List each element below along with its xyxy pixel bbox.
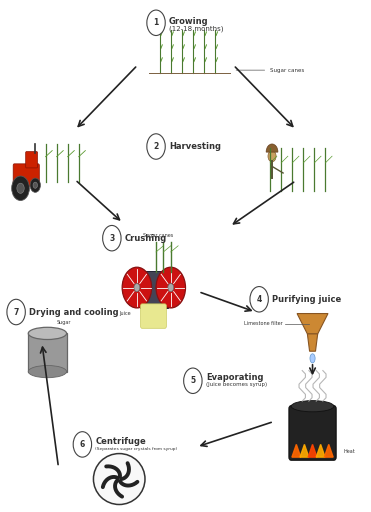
FancyBboxPatch shape [140, 271, 168, 308]
FancyArrowPatch shape [216, 45, 218, 49]
FancyBboxPatch shape [289, 406, 336, 460]
Circle shape [147, 134, 165, 159]
Circle shape [17, 183, 24, 194]
Text: Drying and cooling: Drying and cooling [29, 308, 119, 316]
Text: (12-18 months): (12-18 months) [169, 26, 223, 32]
Ellipse shape [93, 454, 145, 504]
Circle shape [250, 287, 268, 312]
Text: 6: 6 [80, 440, 85, 449]
FancyArrowPatch shape [194, 32, 196, 36]
Circle shape [147, 10, 165, 35]
FancyArrowPatch shape [205, 45, 207, 49]
Circle shape [168, 284, 174, 292]
Ellipse shape [28, 327, 66, 339]
FancyBboxPatch shape [26, 152, 37, 168]
FancyBboxPatch shape [13, 164, 39, 186]
Text: 4: 4 [256, 295, 262, 304]
FancyBboxPatch shape [28, 333, 66, 372]
Text: 5: 5 [190, 376, 196, 385]
Text: Purifying juice: Purifying juice [272, 295, 341, 304]
Circle shape [134, 284, 140, 292]
FancyArrowPatch shape [161, 45, 162, 49]
Text: 3: 3 [109, 233, 115, 243]
FancyArrowPatch shape [205, 58, 207, 62]
Text: Sugar canes: Sugar canes [236, 68, 305, 73]
Text: 1: 1 [154, 18, 159, 27]
Polygon shape [324, 444, 333, 457]
Polygon shape [316, 444, 325, 457]
Wedge shape [266, 144, 278, 152]
FancyArrowPatch shape [172, 45, 173, 49]
Text: Harvesting: Harvesting [169, 142, 221, 151]
Text: Growing: Growing [169, 17, 209, 26]
FancyArrowPatch shape [161, 58, 162, 62]
Ellipse shape [28, 366, 66, 378]
Text: Limestone filter: Limestone filter [244, 321, 283, 326]
FancyArrowPatch shape [194, 45, 196, 49]
Text: 7: 7 [13, 308, 19, 316]
Ellipse shape [310, 354, 315, 363]
FancyArrowPatch shape [172, 58, 173, 62]
Circle shape [12, 176, 29, 201]
Text: Centrifuge: Centrifuge [95, 437, 146, 446]
FancyArrowPatch shape [161, 32, 162, 36]
FancyArrowPatch shape [216, 58, 218, 62]
Circle shape [268, 151, 276, 162]
Polygon shape [308, 444, 317, 457]
Text: Heat: Heat [344, 449, 355, 454]
Text: Evaporating: Evaporating [206, 373, 263, 382]
Circle shape [122, 267, 152, 308]
Text: (Separates sugar crystals from syrup): (Separates sugar crystals from syrup) [95, 447, 177, 451]
Circle shape [73, 432, 92, 457]
Polygon shape [292, 444, 301, 457]
FancyArrowPatch shape [194, 58, 196, 62]
Ellipse shape [291, 400, 334, 412]
FancyArrowPatch shape [183, 32, 184, 36]
Text: Sugar: Sugar [57, 319, 71, 325]
Text: Juice: Juice [119, 311, 131, 315]
Text: (Juice becomes syrup): (Juice becomes syrup) [206, 382, 267, 388]
Circle shape [7, 300, 25, 325]
FancyArrowPatch shape [205, 32, 207, 36]
Circle shape [30, 178, 40, 193]
FancyArrowPatch shape [216, 32, 218, 36]
FancyArrowPatch shape [183, 45, 184, 49]
Text: 2: 2 [154, 142, 159, 151]
FancyBboxPatch shape [141, 304, 166, 328]
Circle shape [33, 182, 37, 188]
Polygon shape [297, 313, 328, 334]
Circle shape [184, 368, 202, 394]
Polygon shape [300, 444, 309, 457]
FancyArrowPatch shape [172, 32, 173, 36]
Circle shape [156, 267, 186, 308]
FancyArrowPatch shape [183, 58, 184, 62]
Text: Sugar canes: Sugar canes [143, 233, 173, 238]
Polygon shape [308, 334, 318, 351]
Text: Crushing: Crushing [125, 233, 167, 243]
Circle shape [103, 225, 121, 251]
